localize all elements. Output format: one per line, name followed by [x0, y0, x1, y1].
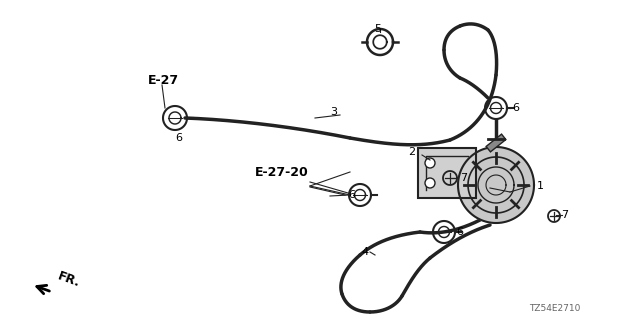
Text: 4: 4 — [361, 247, 368, 257]
Text: 7: 7 — [561, 210, 568, 220]
Text: 7: 7 — [460, 173, 467, 183]
Text: 3: 3 — [330, 107, 337, 117]
Text: E-27-20: E-27-20 — [255, 165, 308, 179]
Text: 6: 6 — [512, 103, 519, 113]
Text: 2: 2 — [408, 147, 415, 157]
Text: 5: 5 — [374, 24, 381, 34]
Circle shape — [425, 178, 435, 188]
Text: 6: 6 — [175, 133, 182, 143]
Text: TZ54E2710: TZ54E2710 — [529, 304, 580, 313]
Text: 6: 6 — [456, 227, 463, 237]
Circle shape — [425, 158, 435, 168]
Text: E-27: E-27 — [148, 74, 179, 86]
Text: 1: 1 — [537, 181, 544, 191]
Text: FR.: FR. — [56, 270, 82, 290]
Polygon shape — [458, 147, 534, 223]
Text: 6: 6 — [348, 190, 355, 200]
Bar — [418, 148, 476, 198]
